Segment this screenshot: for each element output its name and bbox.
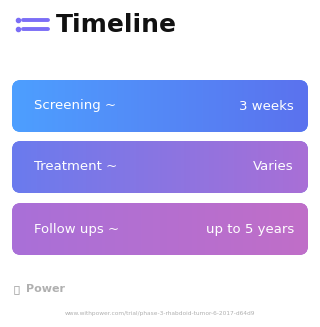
Text: ⏻: ⏻ <box>14 284 20 294</box>
Text: Timeline: Timeline <box>56 13 177 37</box>
Text: Screening ~: Screening ~ <box>34 99 116 112</box>
Text: Follow ups ~: Follow ups ~ <box>34 222 119 235</box>
Text: up to 5 years: up to 5 years <box>206 222 294 235</box>
Text: 3 weeks: 3 weeks <box>239 99 294 112</box>
Text: Treatment ~: Treatment ~ <box>34 161 117 174</box>
Text: www.withpower.com/trial/phase-3-rhabdoid-tumor-6-2017-d64d9: www.withpower.com/trial/phase-3-rhabdoid… <box>65 311 255 316</box>
FancyBboxPatch shape <box>12 80 308 132</box>
Text: ␧: ␧ <box>14 284 20 294</box>
FancyBboxPatch shape <box>12 141 308 193</box>
FancyBboxPatch shape <box>12 203 308 255</box>
Text: Varies: Varies <box>253 161 294 174</box>
Text: Power: Power <box>26 284 65 294</box>
